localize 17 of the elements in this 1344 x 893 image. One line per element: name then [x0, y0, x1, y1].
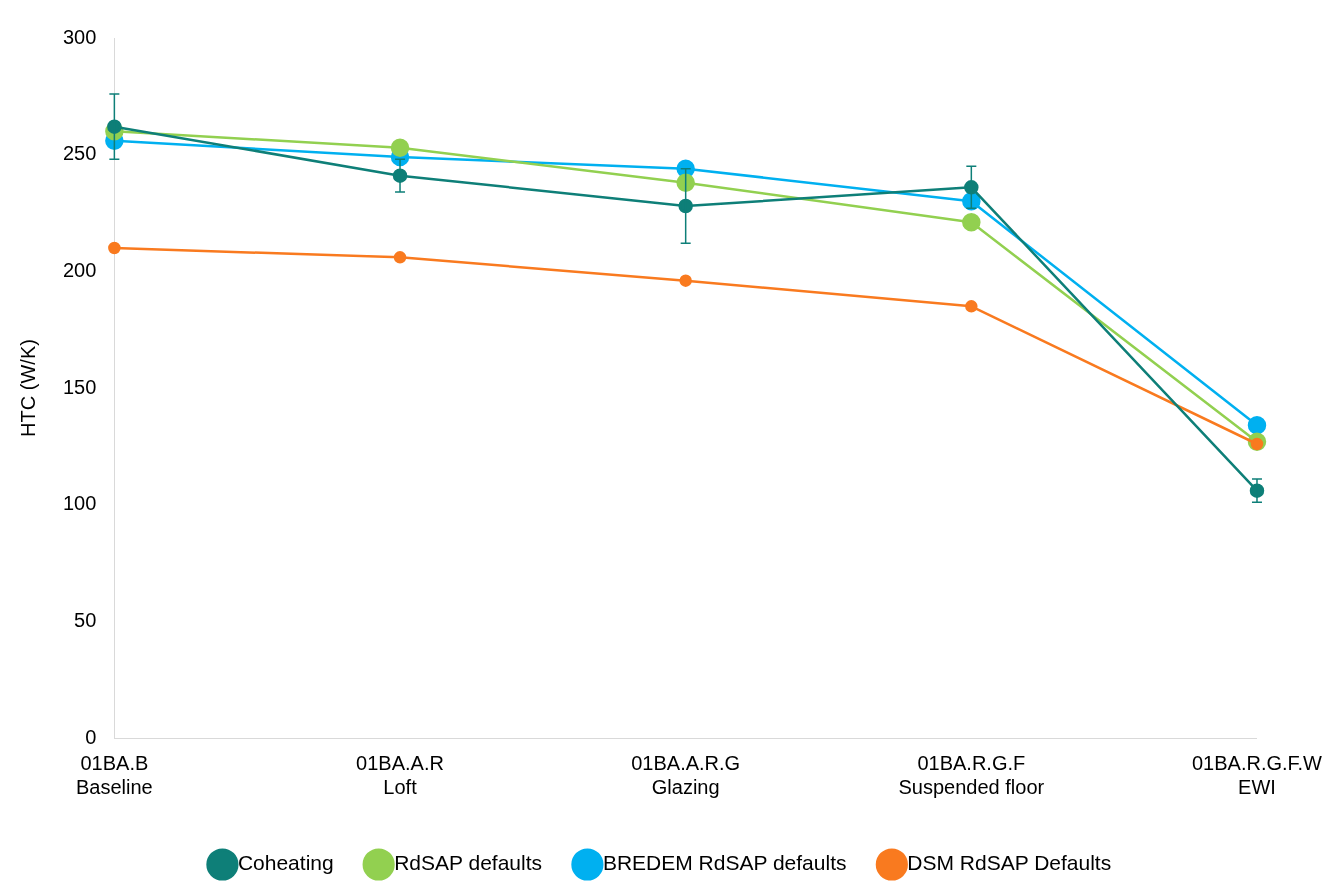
y-axis-title: HTC (W/K): [16, 339, 39, 437]
y-tick-label: 100: [62, 492, 97, 515]
x-tick-label: 01BA.B Baseline: [76, 751, 153, 798]
y-tick-label: 250: [62, 142, 97, 165]
y-tick-label: 200: [62, 258, 97, 281]
legend-label: DSM RdSAP Defaults: [907, 851, 1112, 875]
x-tick-label: 01BA.A.R.G Glazing: [631, 751, 741, 798]
legend-label: Coheating: [237, 851, 334, 875]
y-tick-label: 150: [62, 375, 97, 398]
y-tick-label: 50: [74, 608, 97, 631]
x-tick-label: 01BA.R.G.F Suspended floor: [898, 751, 1045, 798]
legend-label: RdSAP defaults: [394, 851, 543, 875]
x-tick-label: 01BA.R.G.F.W EWI: [1191, 751, 1323, 798]
y-tick-label: 300: [62, 25, 97, 48]
legend-label: BREDEM RdSAP defaults: [602, 851, 847, 875]
y-tick-label: 0: [85, 725, 97, 748]
x-tick-label: 01BA.A.R Loft: [356, 751, 444, 798]
